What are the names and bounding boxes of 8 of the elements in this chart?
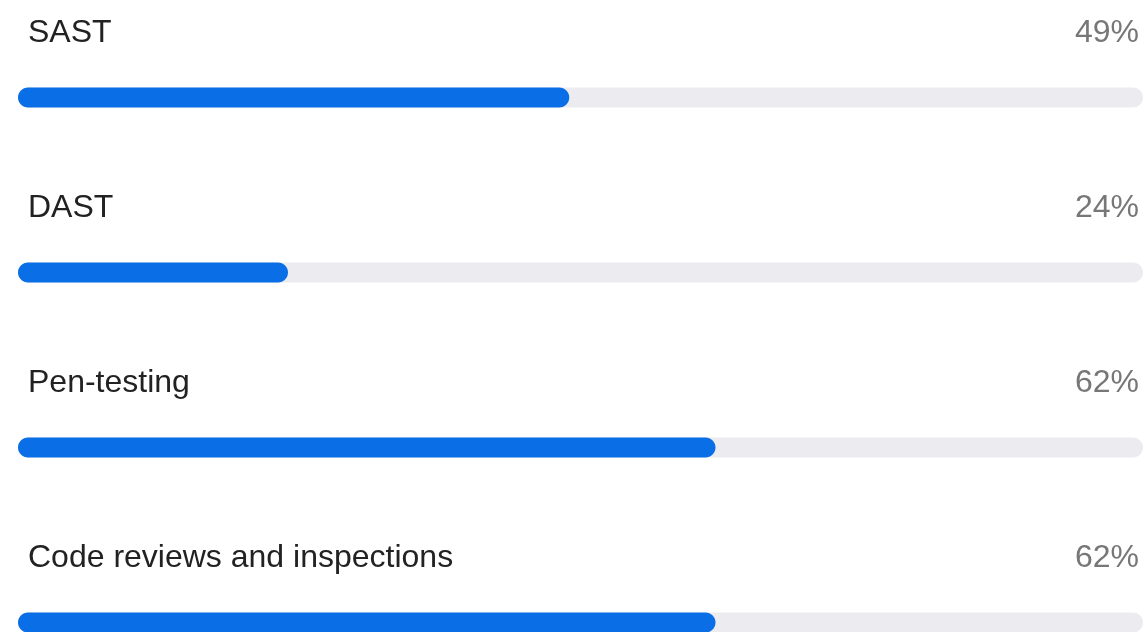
data-label: 24% [1074,187,1139,224]
y-tick-label: Code reviews and inspections [28,537,454,574]
y-tick-label: DAST [28,187,114,224]
data-label: 62% [1074,362,1139,399]
y-tick-label: Pen-testing [28,362,190,399]
y-tick-label: SAST [28,12,112,49]
data-label: 62% [1074,537,1139,574]
data-label: 49% [1074,12,1139,49]
